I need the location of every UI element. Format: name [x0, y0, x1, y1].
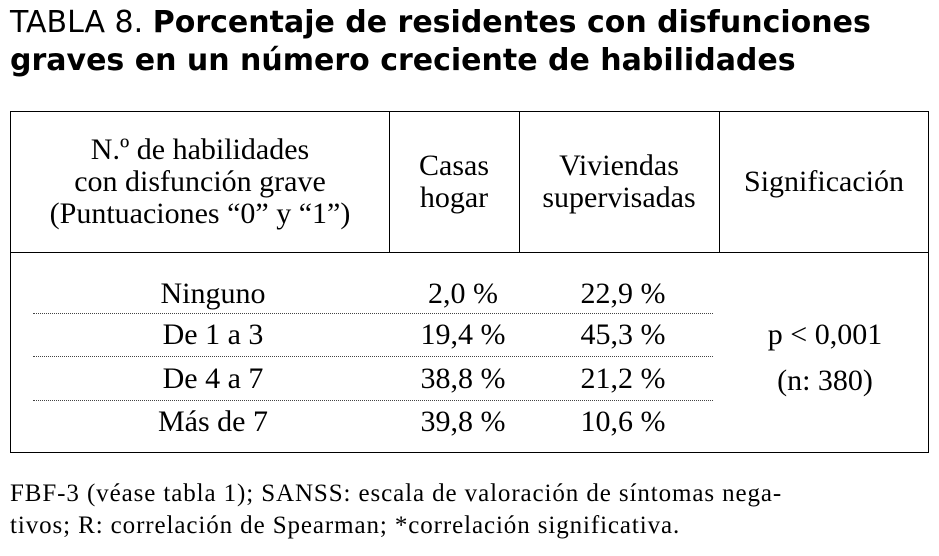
table-caption: Porcentaje de residentes con disfuncione… — [10, 5, 871, 78]
casas-value: 38,8 % — [420, 362, 506, 395]
table-row: De 4 a 7 38,8 % 21,2 % — [33, 357, 713, 401]
header-significacion: Significación — [719, 112, 929, 252]
casas-value: 39,8 % — [420, 405, 506, 438]
header-skills-line-3: (Puntuaciones “0” y “1”) — [49, 197, 351, 230]
significance-p-value: p < 0,001 — [767, 318, 883, 351]
header-viviendas-line-2: supervisadas — [542, 181, 696, 214]
header-significacion-label: Significación — [744, 165, 904, 198]
column-divider — [719, 112, 720, 252]
row-label: Ninguno — [160, 277, 266, 310]
viviendas-value: 21,2 % — [580, 362, 666, 395]
footnote-line-2: tivos; R: correlación de Spearman; *corr… — [10, 512, 681, 539]
row-divider — [33, 356, 713, 357]
casas-value: 2,0 % — [428, 277, 498, 310]
data-table: N.º de habilidades con disfunción grave … — [10, 111, 929, 453]
table-title: TABLA 8. Porcentaje de residentes con di… — [10, 4, 930, 80]
row-divider — [33, 313, 713, 314]
header-casas-hogar: Casas hogar — [389, 112, 519, 252]
row-label: Más de 7 — [158, 405, 268, 438]
column-divider — [519, 112, 520, 252]
row-label: De 4 a 7 — [162, 362, 264, 395]
footnote-line-1: FBF-3 (véase tabla 1); SANSS: escala de … — [10, 480, 783, 507]
header-skills-line-1: N.º de habilidades — [90, 133, 310, 166]
header-separator — [11, 252, 928, 253]
table-row: De 1 a 3 19,4 % 45,3 % — [33, 313, 713, 357]
viviendas-value: 22,9 % — [580, 277, 666, 310]
header-casas-line-2: hogar — [419, 181, 489, 214]
row-label: De 1 a 3 — [162, 318, 264, 351]
viviendas-value: 10,6 % — [580, 405, 666, 438]
row-divider — [33, 400, 713, 401]
header-viviendas-line-1: Viviendas — [559, 149, 679, 182]
header-skills: N.º de habilidades con disfunción grave … — [11, 112, 389, 252]
column-divider — [389, 112, 390, 252]
casas-value: 19,4 % — [420, 318, 506, 351]
viviendas-value: 45,3 % — [580, 318, 666, 351]
table-number: TABLA 8. — [10, 5, 144, 40]
header-viviendas: Viviendas supervisadas — [519, 112, 719, 252]
header-skills-line-2: con disfunción grave — [74, 165, 326, 198]
table-row: Ninguno 2,0 % 22,9 % — [33, 272, 713, 316]
table-row: Más de 7 39,8 % 10,6 % — [33, 400, 713, 444]
table-footnote: FBF-3 (véase tabla 1); SANSS: escala de … — [10, 478, 930, 542]
header-casas-line-1: Casas — [419, 149, 489, 182]
significance-n: (n: 380) — [777, 364, 873, 397]
